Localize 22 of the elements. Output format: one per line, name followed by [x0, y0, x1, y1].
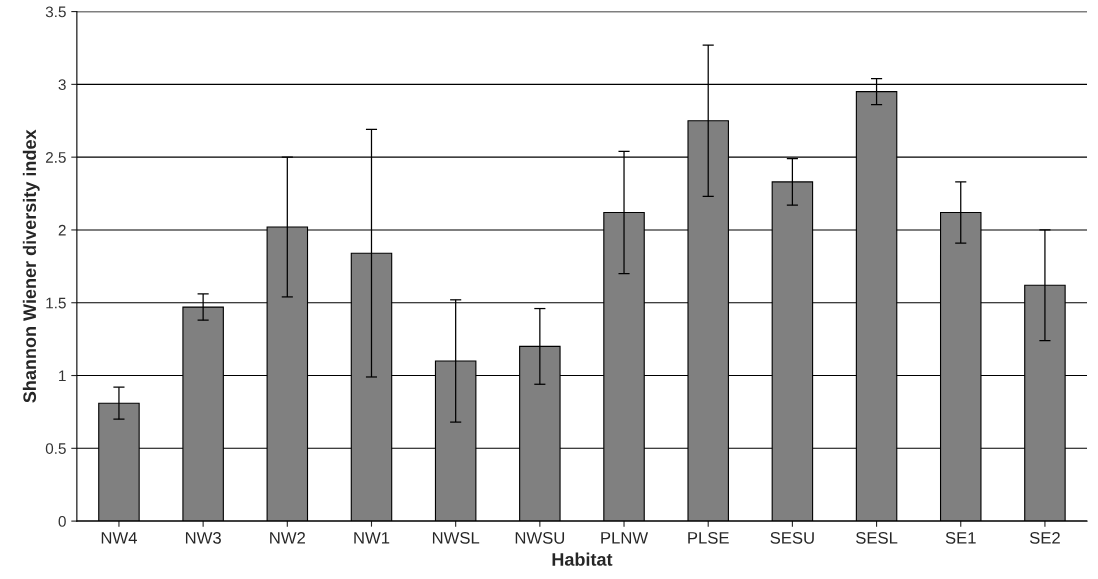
- x-tick-label: NW1: [354, 532, 390, 544]
- x-tick-label: SE1: [945, 531, 976, 544]
- x-tick-label: PLNW: [601, 532, 649, 544]
- y-tick-label: 0.5: [45, 443, 66, 454]
- x-tick-label: SESL: [856, 531, 898, 544]
- x-axis-title: Habitat: [552, 552, 613, 566]
- x-tick-label: SE2: [1029, 531, 1060, 544]
- y-tick-label: 2: [58, 224, 66, 236]
- y-tick-label: 1: [59, 370, 66, 382]
- x-tick-label: NW3: [185, 531, 221, 544]
- y-tick-label: 2.5: [45, 152, 66, 163]
- y-axis-title: Shannon Wiener diversity index: [22, 129, 40, 403]
- x-tick-label: NWSL: [432, 531, 480, 544]
- x-tick-label: NW2: [270, 531, 305, 544]
- y-tick-label: 0: [58, 515, 66, 527]
- x-tick-label: NWSU: [515, 531, 565, 544]
- x-tick-label: NW4: [101, 532, 137, 544]
- x-tick-label: SESU: [770, 531, 814, 544]
- y-tick-label: 3: [58, 79, 66, 91]
- x-tick-label: PLSE: [688, 531, 729, 544]
- y-tick-label: 1.5: [46, 297, 66, 309]
- y-tick-label: 3.5: [45, 6, 66, 18]
